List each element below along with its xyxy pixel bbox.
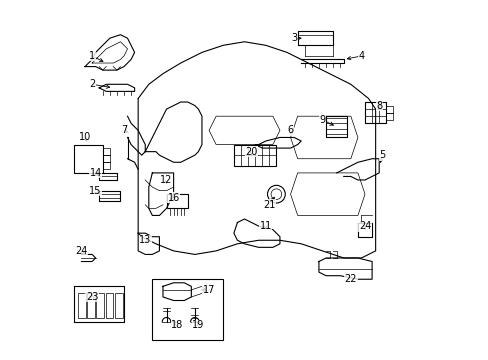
Text: 24: 24: [75, 246, 87, 256]
Text: 6: 6: [287, 125, 293, 135]
Text: 11: 11: [259, 221, 271, 231]
Text: 9: 9: [319, 115, 325, 125]
Text: 5: 5: [379, 150, 385, 160]
Text: 23: 23: [86, 292, 98, 302]
Text: 10: 10: [79, 132, 91, 143]
Text: 24: 24: [358, 221, 370, 231]
Text: 19: 19: [192, 320, 204, 330]
Text: 4: 4: [358, 51, 364, 61]
Text: 20: 20: [245, 147, 257, 157]
Text: 14: 14: [89, 168, 102, 178]
Text: 2: 2: [89, 79, 95, 89]
Text: 18: 18: [171, 320, 183, 330]
Text: 8: 8: [375, 100, 382, 111]
Text: 3: 3: [290, 33, 297, 43]
Text: 1: 1: [89, 51, 95, 61]
Text: 16: 16: [167, 193, 180, 203]
Text: 22: 22: [344, 274, 356, 284]
Text: 21: 21: [263, 200, 275, 210]
Text: 7: 7: [121, 125, 127, 135]
Text: 13: 13: [139, 235, 151, 245]
Text: 12: 12: [160, 175, 172, 185]
Text: 15: 15: [89, 186, 102, 195]
Text: 17: 17: [203, 285, 215, 295]
